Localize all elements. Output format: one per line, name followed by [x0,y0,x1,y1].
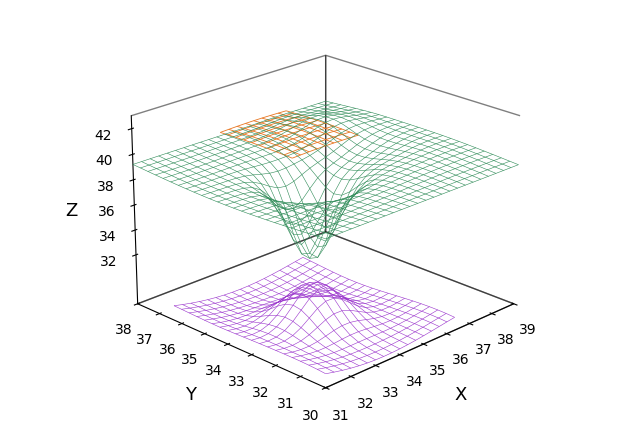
X-axis label: X: X [454,385,467,404]
Y-axis label: Y: Y [186,385,196,404]
